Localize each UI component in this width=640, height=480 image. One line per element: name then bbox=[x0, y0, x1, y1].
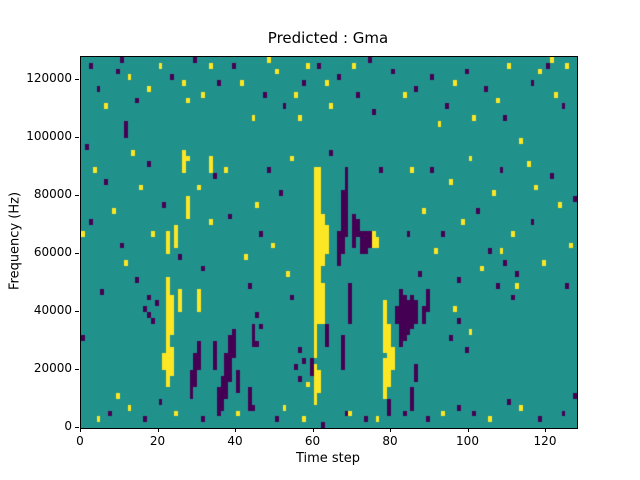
y-tick-label: 0 bbox=[64, 419, 72, 433]
x-tick-mark bbox=[235, 428, 236, 432]
x-tick-mark bbox=[545, 428, 546, 432]
y-tick-mark bbox=[75, 195, 79, 197]
x-tick-label: 20 bbox=[149, 434, 166, 448]
x-tick-label: 80 bbox=[382, 434, 398, 448]
y-tick-label: 60000 bbox=[33, 245, 72, 260]
x-tick-mark bbox=[390, 428, 391, 432]
plot-area bbox=[80, 56, 578, 429]
y-tick-label: 40000 bbox=[33, 303, 72, 318]
chart-title: Predicted : Gma bbox=[267, 29, 389, 47]
y-tick-mark bbox=[75, 427, 79, 428]
y-tick-label: 100000 bbox=[26, 129, 72, 144]
x-tick-label: 100 bbox=[456, 434, 479, 448]
y-tick-mark bbox=[75, 79, 79, 81]
y-axis-label: Frequency (Hz) bbox=[7, 191, 23, 291]
y-tick-label: 120000 bbox=[26, 71, 72, 86]
y-tick-mark bbox=[75, 369, 79, 371]
y-tick-mark bbox=[75, 311, 79, 313]
y-tick-label: 80000 bbox=[33, 187, 72, 202]
x-tick-label: 120 bbox=[533, 434, 557, 448]
y-tick-mark bbox=[75, 253, 79, 255]
x-tick-label: 60 bbox=[304, 434, 321, 448]
x-tick-label: 40 bbox=[227, 434, 243, 448]
x-tick-mark bbox=[157, 428, 159, 432]
x-tick-mark bbox=[312, 428, 314, 432]
x-tick-mark bbox=[467, 428, 469, 432]
x-tick-mark bbox=[80, 428, 81, 432]
x-tick-label: 0 bbox=[76, 434, 84, 448]
y-tick-label: 20000 bbox=[33, 361, 72, 376]
y-tick-mark bbox=[75, 137, 79, 139]
x-axis-label: Time step bbox=[295, 451, 361, 466]
heatmap-canvas bbox=[81, 57, 577, 428]
